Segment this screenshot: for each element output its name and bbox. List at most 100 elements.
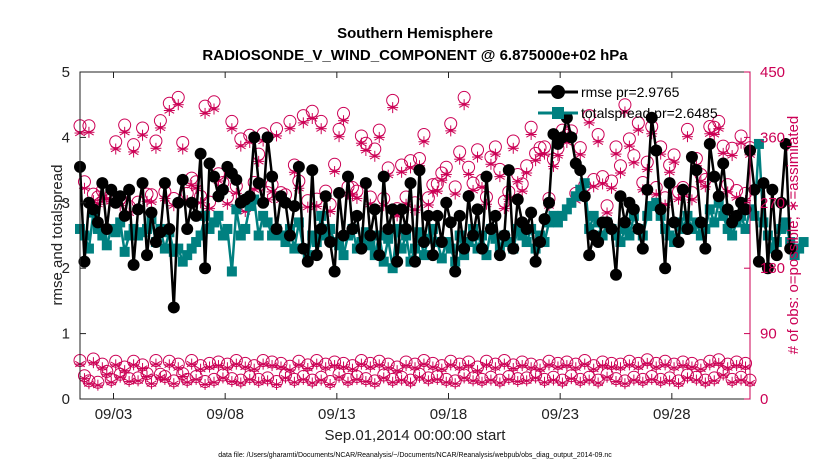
obs-assimilated-point	[172, 99, 184, 111]
obs-assimilated-point	[271, 378, 283, 390]
spread-point	[427, 223, 438, 234]
obs-assimilated-point	[320, 362, 332, 374]
spread-point	[548, 210, 559, 221]
rmse-point	[355, 242, 368, 255]
spread-point	[713, 197, 724, 208]
obs-assimilated-point	[329, 360, 341, 372]
rmse-point	[404, 177, 417, 190]
spread-point	[378, 256, 389, 267]
rmse-point	[703, 137, 716, 150]
spread-point	[794, 243, 805, 254]
obs-assimilated-point	[641, 357, 653, 369]
spread-point	[195, 230, 206, 241]
obs-assimilated-point	[539, 148, 551, 160]
rmse-point	[480, 170, 493, 183]
spread-point	[110, 227, 121, 238]
rmse-point	[502, 164, 515, 177]
obs-assimilated-point	[731, 360, 743, 372]
spread-point	[217, 230, 228, 241]
rmse-point	[610, 268, 622, 281]
obs-assimilated-point	[494, 171, 506, 183]
obs-assimilated-point	[204, 361, 216, 373]
y-axis-label-right: # of obs: o=possible; ∗=assimilated	[785, 116, 802, 355]
spread-point	[124, 230, 135, 241]
obs-assimilated-point	[637, 376, 649, 388]
spread-point	[119, 246, 130, 257]
obs-assimilated-point	[445, 125, 457, 137]
obs-assimilated-point	[257, 358, 269, 370]
obs-assimilated-point	[83, 126, 95, 138]
obs-assimilated-point	[525, 362, 537, 374]
obs-assimilated-point	[212, 360, 224, 372]
rmse-point	[145, 206, 158, 219]
y-axis-label-left: rmse and totalspread	[49, 165, 66, 306]
obs-assimilated-point	[543, 359, 555, 371]
rmse-point	[127, 258, 140, 271]
rmse-point	[373, 249, 386, 262]
obs-assimilated-point	[284, 364, 296, 376]
spread-point	[244, 201, 255, 212]
x-tick-labels: 09/03 09/08 09/13 09/18 09/23 09/28	[95, 406, 691, 423]
obs-assimilated-point	[396, 166, 408, 178]
rmse-point	[453, 209, 466, 222]
rmse-point	[748, 183, 761, 196]
obs-assimilated-point	[409, 362, 421, 374]
spread-point	[517, 230, 528, 241]
rmse-point	[252, 177, 265, 190]
spread-point	[222, 223, 233, 234]
spread-point	[521, 237, 532, 248]
rmse-point	[395, 203, 408, 216]
obs-assimilated-point	[485, 374, 497, 386]
rmse-point	[172, 196, 185, 209]
obs-assimilated-point	[342, 376, 354, 388]
rmse-point	[489, 209, 502, 222]
rmse-point	[266, 170, 279, 183]
obs-assimilated-point	[628, 157, 640, 169]
spread-point	[566, 197, 577, 208]
obs-assimilated-point	[699, 377, 711, 389]
rmse-point	[78, 255, 91, 268]
obs-assimilated-point	[713, 357, 725, 369]
chart-title: Southern Hemisphere	[337, 25, 493, 42]
rmse-point	[636, 242, 649, 255]
legend-rmse-label: rmse pr=2.9765	[581, 84, 680, 100]
spread-point	[588, 210, 599, 221]
spread-point	[414, 227, 425, 238]
obs-assimilated-point	[641, 163, 653, 175]
spread-point	[767, 243, 778, 254]
obs-assimilated-point	[154, 122, 166, 134]
rmse-point	[87, 203, 100, 216]
obs-assimilated-point	[708, 375, 720, 387]
spread-point	[740, 223, 751, 234]
spread-point	[262, 217, 273, 228]
obs-assimilated-point	[588, 363, 600, 375]
obs-assimilated-point	[686, 194, 698, 206]
rmse-point	[766, 183, 779, 196]
obs-assimilated-point	[570, 362, 582, 374]
rmse-point	[476, 242, 488, 255]
obs-assimilated-point	[431, 373, 443, 385]
obs-assimilated-point	[445, 359, 457, 371]
rmse-point	[194, 147, 207, 160]
obs-assimilated-point	[614, 167, 626, 179]
rmse-point	[543, 196, 555, 209]
spread-point	[142, 223, 152, 234]
rmse-point	[417, 236, 430, 249]
spread-point	[660, 223, 671, 234]
obs-assimilated-point	[632, 361, 644, 373]
spread-point	[235, 230, 246, 241]
obs-assimilated-point	[110, 143, 122, 155]
obs-assimilated-point	[458, 372, 470, 384]
obs-assimilated-point	[516, 360, 528, 372]
obs-assimilated-point	[440, 376, 452, 388]
obs-assimilated-point	[476, 376, 488, 388]
spread-point	[535, 230, 546, 241]
obs-assimilated-point	[677, 360, 689, 372]
obs-assimilated-point	[597, 178, 609, 190]
spread-point	[186, 243, 197, 254]
obs-assimilated-point	[333, 371, 345, 383]
obs-assimilated-point	[324, 378, 336, 390]
rmse-point	[779, 137, 792, 150]
obs-assimilated-point	[507, 142, 519, 154]
